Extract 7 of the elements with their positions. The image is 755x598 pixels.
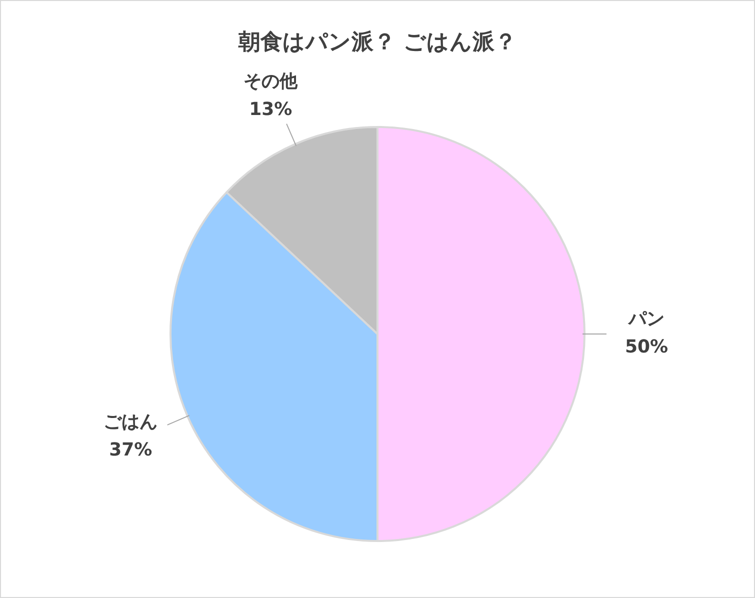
data-label: 50% — [624, 336, 668, 358]
chart-title: 朝食はパン派？ ごはん派？ — [237, 29, 518, 57]
slice-label: パン — [628, 308, 664, 330]
slice-label: ごはん — [104, 412, 158, 433]
data-label: 37% — [109, 440, 152, 461]
data-label: 13% — [249, 98, 292, 120]
slice-label: その他 — [244, 70, 299, 92]
